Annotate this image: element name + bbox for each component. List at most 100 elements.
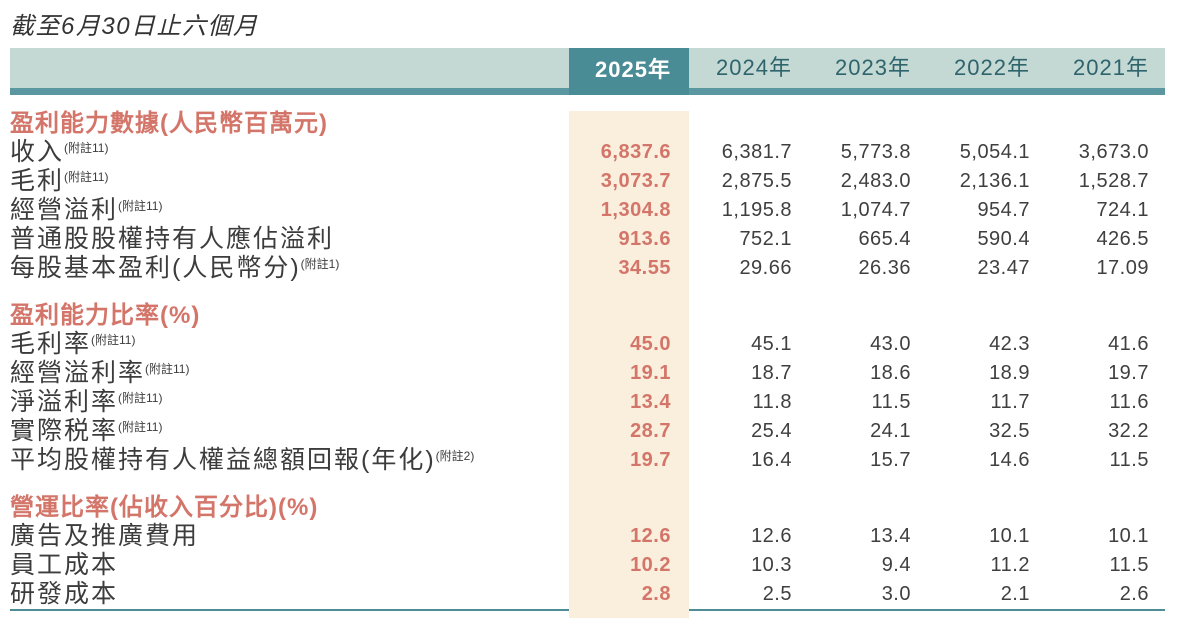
row-label-text: 毛利率: [10, 330, 92, 358]
row-label: 淨溢利率(附註11): [10, 388, 569, 417]
table-row: 經營溢利(附註11) 1,304.8 1,195.8 1,074.7 954.7 724.…: [10, 196, 1165, 225]
cell-2023: 5,773.8: [840, 141, 911, 163]
cell-2024: 12.6: [751, 525, 792, 547]
table-row: 每股基本盈利(人民幣分)(附註1) 34.55 29.66 26.36 23.47 17.…: [10, 254, 1165, 283]
cell-2023: 24.1: [870, 420, 911, 442]
cell-2021: 32.2: [1108, 420, 1149, 442]
footnote-ref: (附註1): [300, 257, 340, 271]
cell-2024: 2.5: [762, 583, 792, 605]
cell-2023: 26.36: [858, 257, 911, 279]
table-row: 廣告及推廣費用 12.6 12.6 13.4 10.1 10.1: [10, 522, 1165, 551]
cell-2023: 2,483.0: [840, 170, 911, 192]
row-label-text: 收入: [10, 138, 65, 166]
table-row: 員工成本 10.2 10.3 9.4 11.2 11.5: [10, 551, 1165, 580]
cell-2022: 2.1: [1000, 583, 1030, 605]
row-label-text: 研發成本: [10, 580, 119, 608]
row-label: 員工成本: [10, 551, 569, 580]
cell-2024: 11.8: [752, 391, 792, 413]
cell-2025: 3,073.7: [600, 170, 671, 192]
row-label-text: 員工成本: [10, 551, 119, 579]
row-label: 毛利(附註11): [10, 167, 569, 196]
table-row: 實際税率(附註11) 28.7 25.4 24.1 32.5 32.2: [10, 417, 1165, 446]
cell-2021: 724.1: [1096, 199, 1149, 221]
year-header-2023: 2023年: [835, 55, 911, 80]
table-row: 普通股股權持有人應佔溢利 913.6 752.1 665.4 590.4 426.5: [10, 225, 1165, 254]
table-header-row: 2025年 2024年 2023年 2022年 2021年: [10, 48, 1165, 95]
section-header: 盈利能力比率(%): [10, 302, 201, 329]
cell-2025: 34.55: [618, 257, 671, 279]
cell-2022: 590.4: [977, 228, 1030, 250]
footnote-ref: (附註11): [118, 199, 163, 213]
footnote-ref: (附註2): [435, 449, 475, 463]
cell-2024: 1,195.8: [721, 199, 792, 221]
cell-2025: 13.4: [630, 391, 671, 413]
cell-2022: 5,054.1: [959, 141, 1030, 163]
table-row: 研發成本 2.8 2.5 3.0 2.1 2.6: [10, 580, 1165, 609]
table-rows: 盈利能力數據(人民幣百萬元) 收入(附註11) 6,837.6 6,381.7 5,77…: [10, 109, 1165, 609]
row-label: 每股基本盈利(人民幣分)(附註1): [10, 254, 569, 283]
cell-2021: 17.09: [1096, 257, 1149, 279]
cell-2022: 18.9: [989, 362, 1030, 384]
cell-2025: 28.7: [630, 420, 671, 442]
cell-2024: 45.1: [751, 333, 792, 355]
cell-2025: 10.2: [630, 554, 671, 576]
cell-2024: 2,875.5: [721, 170, 792, 192]
footnote-ref: (附註11): [64, 170, 109, 184]
row-label: 經營溢利(附註11): [10, 196, 569, 225]
cell-2021: 19.7: [1108, 362, 1149, 384]
table-row: 毛利率(附註11) 45.0 45.1 43.0 42.3 41.6: [10, 330, 1165, 359]
cell-2023: 13.4: [870, 525, 911, 547]
cell-2023: 43.0: [870, 333, 911, 355]
cell-2022: 11.7: [990, 391, 1030, 413]
cell-2023: 11.5: [871, 391, 911, 413]
cell-2023: 665.4: [858, 228, 911, 250]
highlight-column-2025: [569, 111, 689, 618]
cell-2023: 15.7: [870, 449, 911, 471]
cell-2025: 45.0: [630, 333, 671, 355]
row-label: 研發成本: [10, 580, 569, 609]
row-label: 收入(附註11): [10, 138, 569, 167]
row-label-text: 實際税率: [10, 417, 119, 445]
cell-2021: 3,673.0: [1078, 141, 1149, 163]
cell-2022: 2,136.1: [959, 170, 1030, 192]
cell-2021: 426.5: [1096, 228, 1149, 250]
row-label-text: 廣告及推廣費用: [10, 522, 200, 550]
row-label-text: 每股基本盈利(人民幣分): [10, 254, 301, 282]
cell-2021: 11.5: [1109, 554, 1149, 576]
cell-2024: 6,381.7: [721, 141, 792, 163]
cell-2021: 11.6: [1109, 391, 1149, 413]
footnote-ref: (附註11): [145, 362, 190, 376]
cell-2024: 10.3: [751, 554, 792, 576]
footnote-ref: (附註11): [91, 333, 136, 347]
cell-2023: 9.4: [881, 554, 911, 576]
cell-2022: 32.5: [989, 420, 1030, 442]
row-label-text: 淨溢利率: [10, 388, 119, 416]
cell-2021: 11.5: [1109, 449, 1149, 471]
section-header: 營運比率(佔收入百分比)(%): [10, 494, 319, 521]
year-header-cells: 2025年 2024年 2023年 2022年 2021年: [10, 48, 1165, 95]
cell-2025: 12.6: [630, 525, 671, 547]
cell-2023: 3.0: [881, 583, 911, 605]
cell-2022: 14.6: [989, 449, 1030, 471]
financial-highlights-table: 2025年 2024年 2023年 2022年 2021年 盈利能力數據(人民幣…: [10, 48, 1165, 618]
row-label: 平均股權持有人權益總額回報(年化)(附註2): [10, 446, 569, 475]
table-row: 平均股權持有人權益總額回報(年化)(附註2) 19.7 16.4 15.7 14.6 11…: [10, 446, 1165, 475]
table-row: 毛利(附註11) 3,073.7 2,875.5 2,483.0 2,136.1 1,52…: [10, 167, 1165, 196]
footnote-ref: (附註11): [118, 420, 163, 434]
cell-2021: 41.6: [1108, 333, 1149, 355]
cell-2023: 18.6: [870, 362, 911, 384]
cell-2022: 42.3: [989, 333, 1030, 355]
year-header-2024: 2024年: [716, 55, 792, 80]
table-row: 淨溢利率(附註11) 13.4 11.8 11.5 11.7 11.6: [10, 388, 1165, 417]
row-label: 毛利率(附註11): [10, 330, 569, 359]
cell-2024: 18.7: [751, 362, 792, 384]
cell-2022: 10.1: [989, 525, 1030, 547]
row-label: 普通股股權持有人應佔溢利: [10, 225, 569, 254]
cell-2025: 19.1: [630, 362, 671, 384]
cell-2024: 16.4: [751, 449, 792, 471]
table-body: 盈利能力數據(人民幣百萬元) 收入(附註11) 6,837.6 6,381.7 5,77…: [10, 95, 1165, 618]
cell-2025: 6,837.6: [600, 141, 671, 163]
row-label-text: 經營溢利: [10, 196, 119, 224]
cell-2021: 10.1: [1108, 525, 1149, 547]
